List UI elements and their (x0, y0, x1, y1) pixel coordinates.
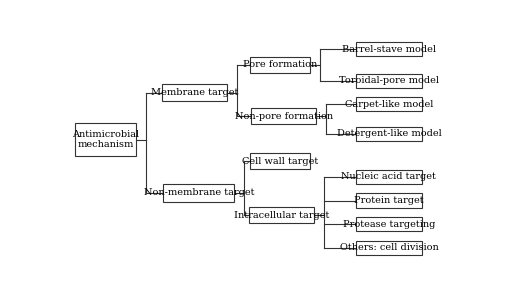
FancyBboxPatch shape (356, 97, 422, 111)
Text: Non-membrane target: Non-membrane target (144, 188, 254, 197)
Text: Protease targeting: Protease targeting (343, 220, 435, 229)
Text: Protein target: Protein target (354, 196, 424, 205)
FancyBboxPatch shape (356, 217, 422, 231)
Text: Antimicrobial
mechanism: Antimicrobial mechanism (72, 130, 139, 149)
FancyBboxPatch shape (250, 207, 314, 223)
FancyBboxPatch shape (356, 241, 422, 255)
FancyBboxPatch shape (250, 57, 310, 73)
FancyBboxPatch shape (75, 123, 136, 156)
FancyBboxPatch shape (356, 127, 422, 141)
Text: Others: cell division: Others: cell division (339, 243, 438, 252)
FancyBboxPatch shape (356, 74, 422, 88)
FancyBboxPatch shape (163, 184, 234, 202)
FancyBboxPatch shape (250, 153, 310, 169)
FancyBboxPatch shape (162, 84, 227, 101)
Text: Detergent-like model: Detergent-like model (337, 129, 441, 138)
FancyBboxPatch shape (356, 42, 422, 56)
FancyBboxPatch shape (356, 194, 422, 207)
FancyBboxPatch shape (356, 170, 422, 184)
Text: Membrane target: Membrane target (151, 88, 239, 97)
Text: Nucleic acid target: Nucleic acid target (341, 173, 436, 181)
Text: Carpet-like model: Carpet-like model (345, 100, 433, 109)
Text: Pore formation: Pore formation (243, 60, 317, 70)
Text: Toroidal-pore model: Toroidal-pore model (339, 76, 439, 85)
Text: Non-pore formation: Non-pore formation (235, 112, 333, 120)
Text: Intracellular target: Intracellular target (234, 211, 329, 220)
FancyBboxPatch shape (252, 108, 316, 124)
Text: Barrel-stave model: Barrel-stave model (342, 45, 436, 54)
Text: Cell wall target: Cell wall target (242, 157, 318, 166)
